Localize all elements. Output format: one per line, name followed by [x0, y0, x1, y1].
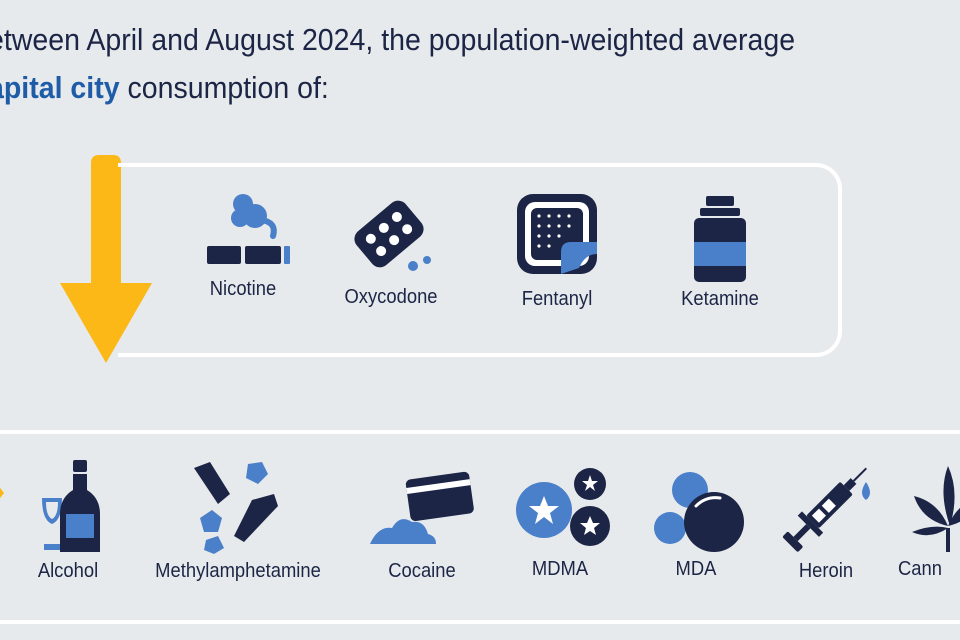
fentanyl-item: Fentanyl [497, 188, 617, 311]
intro-highlight: apital city [0, 70, 120, 105]
intro-line-1: etween April and August 2024, the popula… [0, 22, 796, 57]
card-powder-icon [370, 471, 474, 544]
oxycodone-item: Oxycodone [331, 190, 451, 309]
alcohol-item: Alcohol [18, 458, 118, 583]
pills-icon [654, 472, 744, 552]
increase-group-band [0, 430, 960, 624]
decrease-group-box [118, 163, 842, 357]
up-arrow-icon [0, 487, 4, 499]
item-label: MDA [675, 558, 717, 580]
ketamine-item: Ketamine [660, 194, 780, 311]
down-arrow-icon [60, 155, 152, 363]
item-label: Ketamine [681, 288, 759, 310]
item-label: MDMA [531, 558, 589, 580]
item-label: Alcohol [37, 560, 99, 582]
syringe-icon [782, 467, 870, 552]
mdma-item: MDMA [500, 462, 620, 581]
patch-icon [517, 194, 597, 274]
cigarette-icon [207, 194, 290, 264]
wine-bottle-icon [42, 460, 100, 552]
vial-icon [694, 196, 746, 282]
star-pills-icon [516, 468, 610, 546]
item-label: Nicotine [209, 278, 277, 300]
mda-item: MDA [636, 462, 756, 581]
nicotine-item: Nicotine [183, 190, 303, 301]
item-label: Oxycodone [344, 286, 438, 308]
cannabis-item: Cann [898, 462, 960, 581]
item-label: Methylamphetamine [155, 560, 321, 582]
heroin-item: Heroin [766, 460, 886, 583]
methylamphetamine-item: Methylamphetamine [140, 460, 336, 583]
intro-text: etween April and August 2024, the popula… [0, 16, 795, 112]
cocaine-item: Cocaine [362, 462, 482, 583]
item-label: Cann [898, 558, 942, 580]
item-label: Fentanyl [521, 288, 593, 310]
item-label: Cocaine [388, 560, 456, 582]
intro-line-2: consumption of: [119, 70, 329, 105]
crystals-icon [194, 462, 278, 554]
item-label: Heroin [798, 560, 854, 582]
cannabis-leaf-icon [912, 466, 960, 552]
blister-pack-icon [354, 200, 431, 271]
